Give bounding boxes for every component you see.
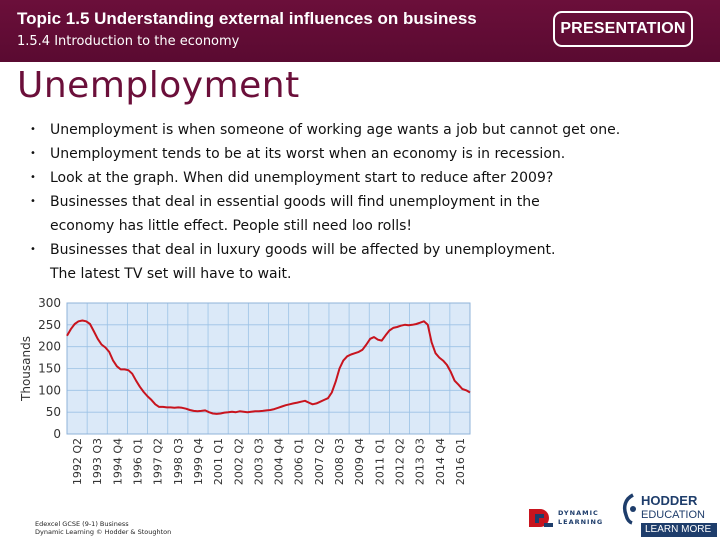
- slide-title: Unemployment: [17, 65, 300, 106]
- x-tick-label: 2014 Q4: [434, 438, 447, 485]
- y-tick-label: 100: [38, 383, 61, 397]
- x-tick-label: 1992 Q2: [71, 438, 84, 485]
- bullet-dot-icon: •: [30, 196, 36, 207]
- presentation-badge: PRESENTATION: [553, 11, 693, 47]
- x-tick-label: 1994 Q4: [111, 438, 124, 485]
- learning-text: LEARNING: [558, 518, 604, 526]
- x-tick-label: 1997 Q2: [152, 438, 165, 485]
- y-tick-label: 0: [53, 427, 61, 441]
- hodder-education-text: EDUCATION: [641, 509, 705, 521]
- bullet-dot-icon: •: [30, 148, 36, 159]
- unemployment-chart: 0 50 100 150 200 250 300 1992 Q2 1993 Q3 1994 Q4 1…: [0, 290, 490, 500]
- hodder-education-logo: HODDER EDUCATION LEARN MORE: [620, 490, 720, 540]
- dynamic-learning-logo-icon: [529, 509, 553, 527]
- topic-title: Topic 1.5 Understanding external influen…: [17, 9, 477, 28]
- x-tick-label: 2009 Q4: [353, 438, 366, 485]
- bullet-item: • Businesses that deal in luxury goods w…: [30, 238, 670, 286]
- bullet-text: Unemployment is when someone of working …: [50, 122, 621, 138]
- y-tick-label: 250: [38, 318, 61, 332]
- y-tick-label: 200: [38, 340, 61, 354]
- bullet-item: • Unemployment tends to be at its worst …: [30, 142, 670, 166]
- hodder-logo-icon: [622, 493, 636, 525]
- header-bar: Topic 1.5 Understanding external influen…: [0, 0, 720, 62]
- dynamic-learning-logo: DYNAMIC LEARNING: [527, 505, 615, 531]
- learn-more-link[interactable]: LEARN MORE: [641, 523, 717, 537]
- x-tick-label: 2016 Q1: [454, 438, 467, 485]
- x-tick-label: 1998 Q3: [172, 438, 185, 485]
- y-tick-label: 150: [38, 362, 61, 376]
- x-tick-label: 1993 Q3: [91, 438, 104, 485]
- bullet-item: • Businesses that deal in essential good…: [30, 190, 670, 238]
- bullet-item: • Look at the graph. When did unemployme…: [30, 166, 670, 190]
- x-tick-label: 2002 Q2: [232, 438, 245, 485]
- bullet-item: • Unemployment is when someone of workin…: [30, 118, 670, 142]
- x-tick-label: 2003 Q3: [252, 438, 265, 485]
- y-tick-label: 300: [38, 296, 61, 310]
- dynamic-text: DYNAMIC: [558, 509, 599, 517]
- footer-course: Edexcel GCSE (9-1) Business: [35, 520, 129, 528]
- bullet-text: Businesses that deal in luxury goods wil…: [50, 242, 556, 282]
- bullet-dot-icon: •: [30, 244, 36, 255]
- x-tick-label: 2011 Q1: [373, 438, 386, 485]
- x-tick-label: 1996 Q1: [132, 438, 145, 485]
- bullet-list: • Unemployment is when someone of workin…: [30, 118, 670, 286]
- hodder-name: HODDER: [641, 493, 698, 508]
- series-line: [66, 319, 471, 415]
- chart-svg: 0 50 100 150 200 250 300 1992 Q2 1993 Q3 1994 Q4 1…: [19, 296, 471, 485]
- x-tick-label: 2006 Q1: [293, 438, 306, 485]
- x-tick-label: 2012 Q2: [393, 438, 406, 485]
- bullet-text: Look at the graph. When did unemployment…: [50, 170, 554, 186]
- y-tick-label: 50: [46, 405, 61, 419]
- x-tick-label: 2013 Q3: [414, 438, 427, 485]
- x-tick-label: 2008 Q3: [333, 438, 346, 485]
- bullet-text: Unemployment tends to be at its worst wh…: [50, 146, 566, 162]
- footer-copyright: Dynamic Learning © Hodder & Stoughton: [35, 528, 172, 536]
- x-tick-label: 2007 Q2: [313, 438, 326, 485]
- topic-subtitle: 1.5.4 Introduction to the economy: [17, 34, 240, 49]
- x-tick-label: 2001 Q1: [212, 438, 225, 485]
- bullet-dot-icon: •: [30, 172, 36, 183]
- bullet-text: Businesses that deal in essential goods …: [50, 194, 540, 234]
- y-axis-label: Thousands: [19, 336, 33, 402]
- bullet-dot-icon: •: [30, 124, 36, 135]
- x-tick-label: 2004 Q4: [273, 438, 286, 485]
- footer-credit: Edexcel GCSE (9-1) Business Dynamic Lear…: [35, 520, 171, 536]
- x-tick-label: 1999 Q4: [192, 438, 205, 485]
- plot-border: [66, 302, 471, 435]
